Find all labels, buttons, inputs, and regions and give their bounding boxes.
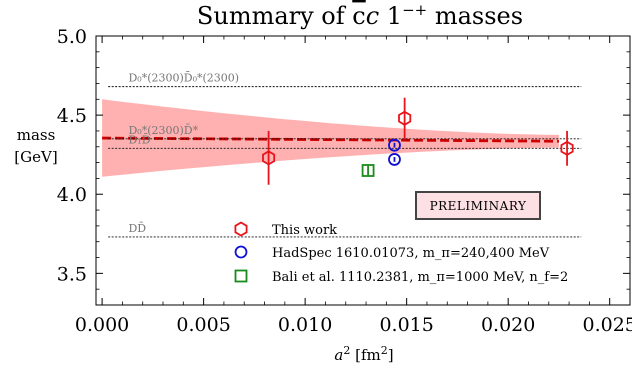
x-tick-label: 0.000 [75,314,129,336]
preliminary-label: PRELIMINARY [430,199,527,213]
y-tick-label: 3.5 [57,263,87,285]
legend-label: Bali et al. 1110.2381, m_π=1000 MeV, n_f… [272,270,568,285]
y-tick-label: 4.5 [57,105,87,127]
legend-marker [234,269,248,283]
legend-label: HadSpec 1610.01073, m_π=240,400 MeV [272,246,550,261]
threshold-label: D₁D̄ [128,133,150,146]
y-axis-label: mass [GeV] [14,126,57,166]
data-point [361,164,375,177]
preliminary-stamp: PRELIMINARY [415,191,541,220]
x-tick-label: 0.020 [481,314,535,336]
y-tick-label: 5.0 [57,26,87,48]
preliminary-box [415,191,541,220]
svg-text:[GeV]: [GeV] [14,148,57,166]
legend-marker [234,245,248,259]
data-point [398,110,412,126]
threshold-label: D₀*(2300)D̄* [128,124,198,137]
fit-central-line [102,136,559,143]
x-tick-label: 0.015 [379,314,433,336]
data-point [388,153,401,166]
data-point [560,140,574,156]
chart-title: Summary of cc 1−+ masses [197,1,523,30]
legend-marker [234,221,248,237]
plot-frame [95,35,631,306]
data-point [262,150,276,166]
data-point [388,138,401,152]
x-tick-label: 0.005 [176,314,230,336]
legend-label: This work [272,223,337,238]
threshold-label: DD̄ [128,222,146,235]
x-tick-label: 0.025 [582,314,632,336]
fit-band [102,99,559,177]
threshold-label: D₀*(2300)D̄₀*(2300) [128,72,239,85]
x-tick-label: 0.010 [278,314,332,336]
x-axis-label: a2 [fm2] [334,344,393,365]
y-tick-label: 4.0 [57,184,87,206]
svg-text:mass: mass [17,126,56,144]
